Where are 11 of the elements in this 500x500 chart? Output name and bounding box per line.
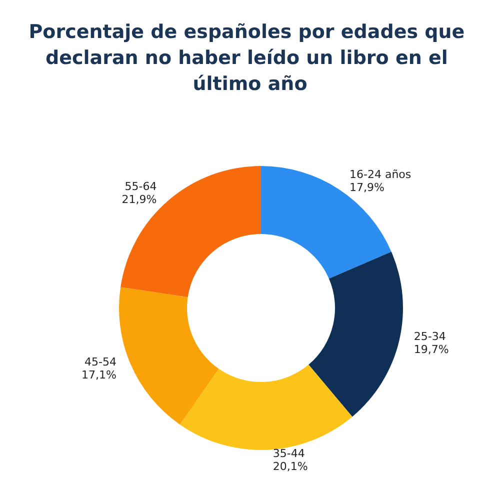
chart-title: Porcentaje de españoles por edades que declaran no haber leído un libro en el último año — [28, 21, 472, 95]
slice-label: 35-44 — [272, 446, 305, 460]
slice-label: 45-54 — [84, 355, 116, 368]
data-label: 17,1% — [82, 368, 116, 382]
data-label: 19,7% — [414, 342, 449, 356]
slice-label: 55-64 — [124, 180, 157, 193]
slice-label: 25-34 — [414, 330, 446, 343]
data-label: 17,9% — [349, 180, 384, 194]
slice-label: 16-24 años — [349, 168, 412, 181]
data-label: 20,1% — [272, 460, 308, 473]
data-label: 21,9% — [122, 192, 157, 206]
